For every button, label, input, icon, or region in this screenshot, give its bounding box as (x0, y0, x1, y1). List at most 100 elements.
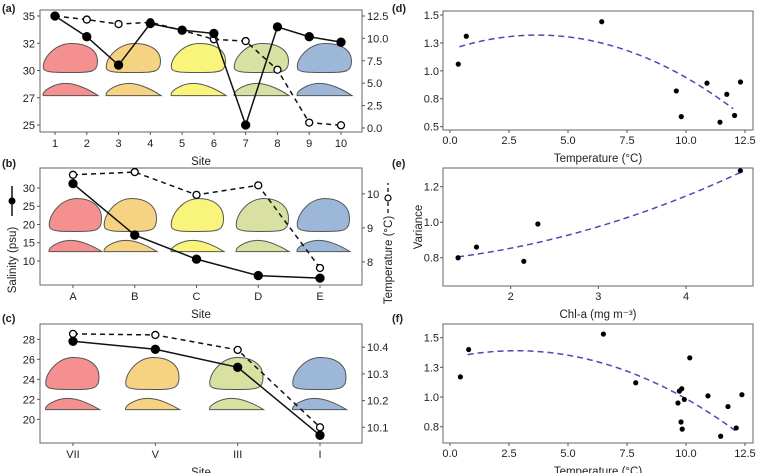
x-tick-label: 7.5 (619, 448, 634, 460)
scatter-point (718, 433, 724, 439)
salinity-series-line (54, 15, 342, 128)
x-tick-label: V (152, 449, 160, 461)
right-axis-title: Temperature (°C) (383, 183, 395, 304)
right-y-tick-label: 0.0 (367, 123, 382, 135)
x-tick-label: 12.5 (734, 448, 755, 460)
shell-top-view-icon (45, 357, 100, 390)
salinity-point (336, 37, 346, 47)
shell-side-view-icon (170, 239, 226, 253)
y-tick-label: 1.5 (424, 10, 439, 22)
left-y-tick-label: 20 (23, 219, 35, 231)
x-tick-label: 4 (147, 138, 153, 150)
shell-top-view-icon (296, 42, 352, 74)
scatter-point (737, 168, 743, 174)
temperature-point (273, 65, 282, 74)
y-tick-label: 1.5 (424, 333, 439, 345)
shell-side-view-icon (45, 397, 102, 411)
scatter-point (733, 425, 739, 431)
x-tick-label: E (316, 291, 323, 303)
temperature-point (254, 181, 263, 190)
x-tick-label: 2.5 (501, 135, 516, 147)
x-tick-label: A (69, 291, 77, 303)
shell-top-view-icon (209, 357, 264, 390)
scatter-point (675, 400, 681, 406)
right-y-tick-label: 5.0 (367, 78, 382, 90)
temperature-series-line (72, 333, 321, 428)
x-tick-label: 5.0 (560, 135, 575, 147)
left-axis-title: Salinity (psu) (7, 186, 19, 293)
shell-side-view-icon (296, 82, 354, 97)
shell-side-view-icon (209, 397, 266, 411)
x-tick-label: 0.0 (442, 448, 457, 460)
salinity-point (315, 430, 325, 440)
scatter-point (466, 346, 472, 353)
x-axis-label: Site (191, 467, 211, 473)
x-tick-label: III (233, 449, 242, 461)
right-y-tick-label: 10.0 (367, 33, 388, 45)
scatter-point (704, 80, 710, 86)
x-tick-label: VII (66, 449, 79, 461)
x-axis-label: Temperature (°C) (554, 466, 642, 473)
salinity-point (209, 28, 219, 39)
panel-b: (b) Site A B C D E 10 15 20 25 30 8 9 10 Salinity (psu)… (2, 158, 395, 321)
y-tick-label: 1.3 (424, 38, 439, 50)
scatter-point (673, 88, 679, 94)
left-y-tick-label: 22 (23, 394, 35, 406)
scatter-point (678, 114, 684, 120)
x-tick-label: B (131, 291, 138, 303)
x-tick-label: 10.0 (675, 135, 696, 147)
temperature-point (336, 121, 346, 130)
left-y-tick-label: 10 (23, 256, 35, 268)
salinity-point (233, 362, 243, 372)
x-tick-label: 6 (211, 138, 217, 150)
y-tick-label: 0.5 (424, 122, 439, 134)
x-tick-label: 3 (595, 291, 601, 303)
left-y-tick-label: 28 (23, 334, 35, 346)
scatter-point (724, 91, 730, 97)
panel-e: (e) Chl-a (mg m⁻³) 2 3 4 0.8 1.0 1.2 Variance (392, 158, 754, 321)
salinity-point (113, 60, 124, 70)
panel-label: (e) (392, 158, 406, 170)
x-tick-label: 12.5 (734, 135, 755, 147)
shell-top-view-icon (48, 198, 102, 232)
quadratic-fit-line (457, 171, 741, 258)
x-tick-label: 10.0 (675, 448, 696, 460)
panel-a: (a) Site 1 2 3 4 5 6 7 8 9 10 25 27 30 32 35 0.0 2.5 5.0 7.5… (2, 3, 388, 168)
salinity-series-line (72, 340, 321, 436)
shell-side-view-icon (235, 239, 291, 253)
y-tick-label: 1.0 (424, 392, 439, 404)
right-y-tick-label: 7.5 (367, 56, 382, 68)
x-tick-label: 2 (84, 138, 90, 150)
salinity-point (130, 230, 140, 240)
salinity-point (82, 32, 92, 42)
right-y-tick-label: 10.1 (367, 422, 388, 434)
left-y-tick-label: 24 (23, 374, 35, 386)
salinity-point (304, 32, 314, 42)
shell-side-view-icon (233, 82, 291, 97)
shell-side-view-icon (42, 82, 100, 97)
shell-top-view-icon (125, 357, 180, 390)
panel-d: (d) Temperature (°C) 0.0 2.5 5.0 7.5 10.0 12.5 0… (392, 3, 756, 165)
left-y-tick-label: 27 (23, 93, 35, 105)
scatter-point (739, 392, 745, 398)
scatter-point (535, 221, 541, 227)
temperature-point (192, 190, 201, 200)
x-tick-label: 7.5 (619, 135, 634, 147)
scatter-point (737, 79, 744, 85)
panel-label: (d) (392, 3, 406, 15)
scatter-point (455, 61, 461, 67)
left-y-tick-label: 30 (23, 183, 35, 195)
temperature-point (114, 19, 123, 29)
right-y-tick-label: 8 (367, 257, 373, 269)
x-tick-label: 5.0 (560, 448, 575, 460)
salinity-point (150, 344, 160, 354)
scatter-point (679, 426, 685, 432)
temperature-point (151, 330, 160, 340)
right-y-tick-label: 10 (367, 189, 379, 201)
salinity-point (253, 270, 263, 281)
scatter-point (600, 331, 606, 337)
x-tick-label: 3 (115, 138, 121, 150)
scatter-point (717, 119, 723, 125)
shell-top-view-icon (235, 198, 289, 232)
